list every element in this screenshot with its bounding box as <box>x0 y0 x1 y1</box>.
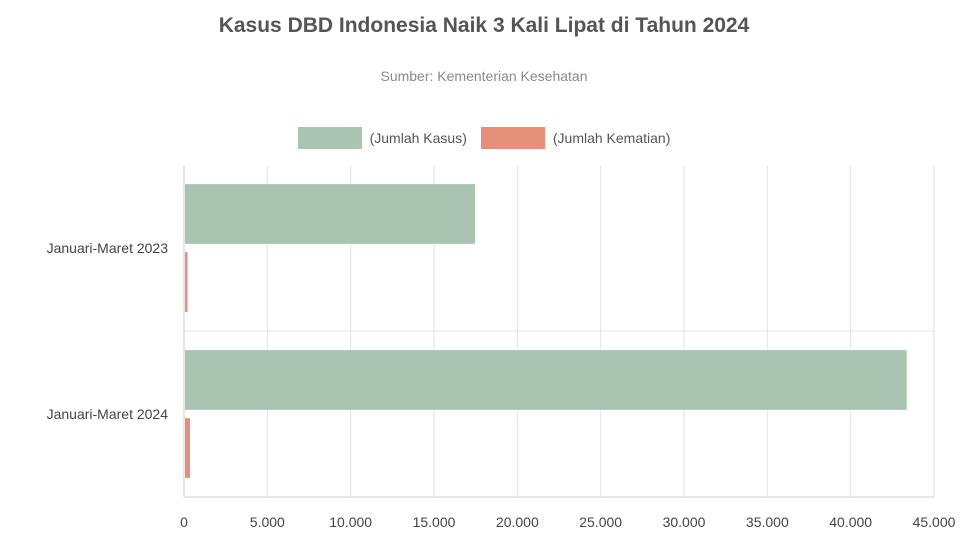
x-tick-label: 20.000 <box>496 514 539 530</box>
x-tick-label: 0 <box>180 514 188 530</box>
legend-swatch-deaths <box>480 127 545 149</box>
bar-cases <box>185 350 907 410</box>
bar-deaths <box>185 252 188 312</box>
y-category-label: Januari-Maret 2023 <box>47 240 169 256</box>
legend-swatch-cases <box>297 127 362 149</box>
bar-deaths <box>185 418 190 478</box>
legend-item-cases[interactable]: (Jumlah Kasus) <box>297 127 467 149</box>
y-category-label: Januari-Maret 2024 <box>47 406 169 422</box>
x-tick-label: 40.000 <box>829 514 872 530</box>
x-tick-label: 45.000 <box>913 514 956 530</box>
chart-title: Kasus DBD Indonesia Naik 3 Kali Lipat di… <box>218 14 750 37</box>
x-tick-label: 5.000 <box>250 514 285 530</box>
x-tick-label: 15.000 <box>413 514 456 530</box>
x-tick-label: 30.000 <box>663 514 706 530</box>
x-tick-label: 10.000 <box>329 514 372 530</box>
chart-subtitle: Sumber: Kementerian Kesehatan <box>380 68 588 84</box>
legend-label-deaths: (Jumlah Kematian) <box>552 130 671 146</box>
chart-legend: (Jumlah Kasus) (Jumlah Kematian) <box>0 127 968 149</box>
legend-item-deaths[interactable]: (Jumlah Kematian) <box>480 127 671 149</box>
x-tick-label: 35.000 <box>746 514 789 530</box>
x-tick-label: 25.000 <box>579 514 622 530</box>
legend-label-cases: (Jumlah Kasus) <box>369 130 467 146</box>
bar-cases <box>185 184 475 244</box>
